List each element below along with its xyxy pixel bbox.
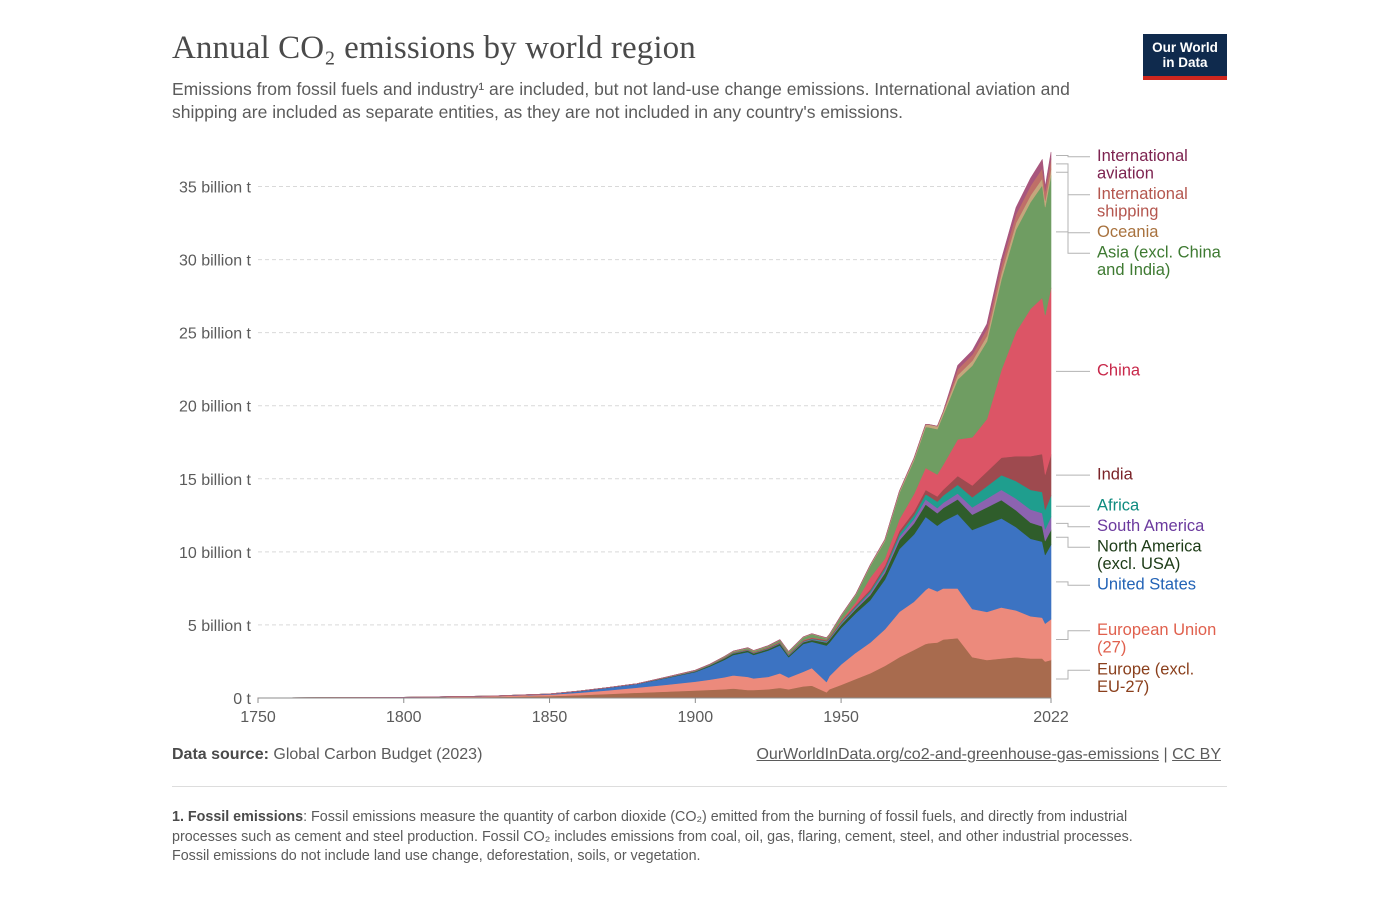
legend-label-international-shipping: International shipping: [1097, 185, 1188, 221]
y-tick-label: 20 billion t: [179, 399, 252, 416]
owid-logo[interactable]: Our World in Data: [1143, 34, 1227, 80]
legend-label-line: EU-27): [1097, 678, 1149, 696]
y-tick-label: 0 t: [233, 691, 251, 708]
legend-label-india: India: [1097, 465, 1134, 483]
legend-label-line: aviation: [1097, 165, 1154, 183]
legend-leader-line: [1056, 154, 1090, 158]
x-tick-label: 1900: [678, 709, 714, 726]
footnote: 1. Fossil emissions: Fossil emissions me…: [172, 808, 1172, 867]
y-tick-label: 10 billion t: [179, 545, 252, 562]
x-tick-label: 1750: [240, 709, 276, 726]
legend-label-south-america: South America: [1097, 517, 1205, 535]
footer-divider: [172, 786, 1227, 787]
legend-label-line: North America: [1097, 537, 1202, 555]
license-link[interactable]: CC BY: [1172, 746, 1221, 763]
legend-leader-line: [1056, 171, 1090, 234]
data-source: Data source: Global Carbon Budget (2023): [172, 746, 482, 764]
source-label: Data source:: [172, 746, 269, 763]
x-tick-label: 1950: [823, 709, 859, 726]
area-layers: [257, 151, 1052, 699]
legend-leader-line: [1056, 522, 1090, 528]
legend-label-european-union-27: European Union (27): [1097, 621, 1216, 657]
legend-leader-line: [1056, 536, 1090, 548]
logo-line-2: in Data: [1162, 55, 1208, 70]
legend-label-line: European Union: [1097, 621, 1216, 639]
legend-label-line: United States: [1097, 575, 1196, 593]
chart-title: Annual CO₂ emissions by world region: [172, 30, 696, 66]
logo-line-1: Our World: [1152, 40, 1218, 55]
legend-label-line: shipping: [1097, 203, 1158, 221]
footnote-label: 1. Fossil emissions: [172, 809, 304, 825]
legend-label-international-aviation: International aviation: [1097, 147, 1188, 183]
footnote-text: : Fossil emissions measure the quantity …: [172, 809, 1133, 864]
source-url-link[interactable]: OurWorldInData.org/co2-and-greenhouse-ga…: [756, 746, 1160, 763]
legend-leader-line: [1056, 669, 1090, 680]
legend-label-united-states: United States: [1097, 575, 1196, 593]
x-tick-label: 1800: [386, 709, 422, 726]
link-separator: |: [1159, 746, 1173, 763]
legend-label-line: China: [1097, 362, 1141, 380]
source-links: OurWorldInData.org/co2-and-greenhouse-ga…: [756, 746, 1221, 764]
legend-leader-line: [1056, 581, 1090, 586]
legend-label-africa: Africa: [1097, 496, 1140, 514]
legend-label-line: and India): [1097, 261, 1170, 279]
legend-leader-line: [1056, 630, 1090, 641]
legend-label-line: International: [1097, 147, 1188, 165]
area-international-aviation: [257, 151, 1052, 699]
legend-label-line: International: [1097, 185, 1188, 203]
chart-subtitle: Emissions from fossil fuels and industry…: [172, 79, 1070, 122]
y-tick-label: 35 billion t: [179, 180, 252, 197]
legend-label-line: (27): [1097, 639, 1126, 657]
legend-label-line: Africa: [1097, 496, 1140, 514]
x-tick-label: 1850: [532, 709, 568, 726]
y-tick-label: 5 billion t: [188, 618, 252, 635]
y-tick-label: 25 billion t: [179, 326, 252, 343]
legend-label-line: Europe (excl.: [1097, 661, 1194, 679]
x-tick-label: 2022: [1033, 709, 1069, 726]
axes: 0 t 5 billion t 10 billion t 15 billion t 20…: [179, 180, 1069, 726]
legend-label-line: South America: [1097, 517, 1205, 535]
legend-label-oceania: Oceania: [1097, 223, 1159, 241]
source-text: Global Carbon Budget (2023): [268, 746, 483, 763]
y-tick-label: 30 billion t: [179, 253, 252, 270]
y-tick-label: 15 billion t: [179, 472, 252, 489]
legend-leader-line: [1056, 163, 1090, 196]
stacked-area-chart: 0 t 5 billion t 10 billion t 15 billion t 20…: [179, 147, 1222, 726]
legend-label-line: Oceania: [1097, 223, 1159, 241]
legend-label-line: Asia (excl. China: [1097, 244, 1222, 262]
legend-leader-line: [1056, 231, 1090, 254]
legend-label-china: China: [1097, 362, 1141, 380]
legend-label-line: India: [1097, 465, 1134, 483]
legend-label-north-america-excl-usa: North America (excl. USA): [1097, 537, 1202, 573]
legend-label-line: (excl. USA): [1097, 555, 1180, 573]
legend-label-asia-excl-china-and-india: Asia (excl. China and India): [1097, 244, 1222, 280]
legend-label-europe-excl-eu-27: Europe (excl. EU-27): [1097, 661, 1194, 697]
